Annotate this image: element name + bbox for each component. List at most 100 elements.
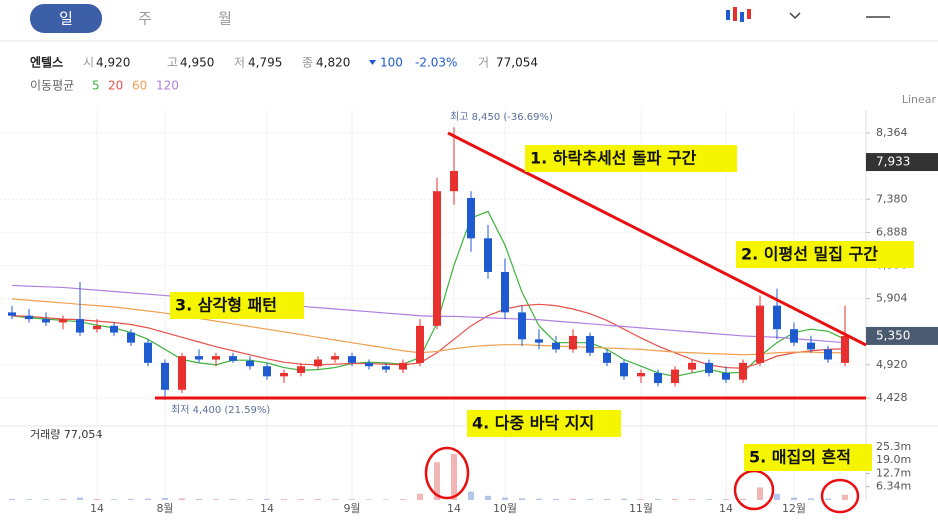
dropdown[interactable]	[789, 12, 801, 20]
value: 4,920	[96, 56, 130, 70]
tab-selected-bg[interactable]	[30, 4, 102, 33]
chart-type-icon[interactable]	[726, 7, 751, 22]
highlight-circle	[424, 446, 470, 500]
volume-bar	[638, 499, 644, 500]
candle-body	[297, 366, 305, 373]
candle-body	[348, 356, 356, 363]
x-tick-label: 14	[260, 502, 274, 515]
volume-bar	[434, 462, 440, 500]
candle-body	[501, 271, 509, 313]
label: 고	[167, 56, 178, 70]
candle-body	[484, 238, 492, 272]
annotation-bg	[170, 292, 304, 319]
candle-body	[161, 362, 169, 390]
price-badge	[866, 326, 938, 345]
volume-bar	[315, 498, 321, 500]
volume-bar	[723, 499, 729, 500]
ma-legend-entry: 60	[132, 79, 147, 93]
volume-bar	[230, 499, 236, 500]
candle-body	[535, 339, 543, 343]
value: 4,795	[248, 56, 282, 70]
down-arrow	[369, 60, 376, 65]
candle-body	[8, 312, 16, 316]
volume-bar	[26, 499, 32, 500]
candle-body	[518, 312, 526, 340]
candle-body	[569, 335, 577, 350]
x-tick-label: 14	[90, 502, 104, 515]
candle-body	[42, 319, 50, 323]
volume-tick-label: 25.3m	[876, 440, 911, 453]
volume-bar	[485, 495, 491, 500]
ma-legend-entry: 120	[156, 79, 179, 93]
volume-bar	[774, 493, 780, 500]
tab[interactable]: 월	[218, 10, 232, 28]
x-tick-label: 11월	[629, 502, 653, 515]
volume-bar	[536, 498, 542, 500]
candle-body	[722, 372, 730, 380]
volume-bar	[400, 499, 406, 500]
volume-bar	[519, 498, 525, 500]
value: 4,820	[316, 56, 350, 70]
volume-bar	[468, 491, 474, 500]
candle-body	[705, 362, 713, 373]
volume-bar	[553, 498, 559, 500]
highlight-circle	[820, 478, 860, 514]
change-pct: -2.03%	[415, 56, 457, 70]
y-tick-label: 6,888	[876, 225, 908, 238]
volume-bar	[740, 498, 746, 500]
annotation-bg	[467, 410, 621, 437]
candle-body	[467, 197, 475, 239]
value: 77,054	[496, 56, 538, 70]
value: 4,950	[180, 56, 214, 70]
volume-tick-label: 12.7m	[876, 466, 911, 479]
candle-body	[127, 332, 135, 343]
y-tick-label: 7,380	[876, 192, 908, 205]
annotation-bg	[525, 145, 737, 172]
ma-legend-entry: 20	[108, 79, 123, 93]
volume-bar	[77, 497, 83, 500]
volume-bar	[94, 498, 100, 500]
annotation-shapes: 1. 하락추세선 돌파 구간 2. 이평선 밀집 구간 3. 삼각형 패턴 4.…	[155, 131, 914, 514]
volume-bar	[451, 453, 457, 500]
label: 거	[478, 56, 489, 70]
ma-label: 이동평균	[30, 79, 74, 93]
volume-bar	[757, 487, 763, 500]
candle-body	[756, 305, 764, 363]
tab[interactable]: 주	[138, 10, 152, 28]
candle-body	[399, 362, 407, 370]
ma-legend-entry: 5	[92, 79, 100, 93]
volume-bar	[808, 498, 814, 500]
volume-bar	[383, 499, 389, 500]
x-tick-label: 8월	[156, 502, 173, 515]
volume-bar	[672, 498, 678, 500]
annotation: 5. 매집의 흔적	[749, 448, 851, 467]
volume-bar	[298, 499, 304, 500]
ma-line	[11, 298, 845, 356]
tab[interactable]: 일	[59, 10, 73, 28]
volume-bar	[655, 498, 661, 500]
x-tick-label: 14	[447, 502, 461, 515]
volume-bar	[179, 498, 185, 500]
volume-bar	[587, 498, 593, 500]
volume-bar	[213, 499, 219, 500]
candle-body	[688, 362, 696, 370]
volume-bar	[247, 499, 253, 500]
candle-body	[195, 356, 203, 360]
volume-bar	[145, 498, 151, 500]
candle-body	[552, 342, 560, 350]
volume-bar	[604, 498, 610, 500]
volume-bar	[842, 494, 848, 500]
candle-body	[229, 356, 237, 361]
candle-body	[76, 319, 84, 333]
annotation: 4. 다중 바닥 지지	[472, 414, 594, 433]
volume-bar	[264, 498, 270, 500]
candle-body	[59, 319, 67, 323]
volume-bar	[111, 499, 117, 500]
candle-body	[178, 356, 186, 390]
y-tick-label: 8,364	[876, 126, 908, 139]
candle-body	[586, 335, 594, 353]
volume-bar	[417, 493, 423, 500]
candle-body	[212, 356, 220, 360]
candle-body	[654, 372, 662, 384]
candle-body	[671, 369, 679, 384]
